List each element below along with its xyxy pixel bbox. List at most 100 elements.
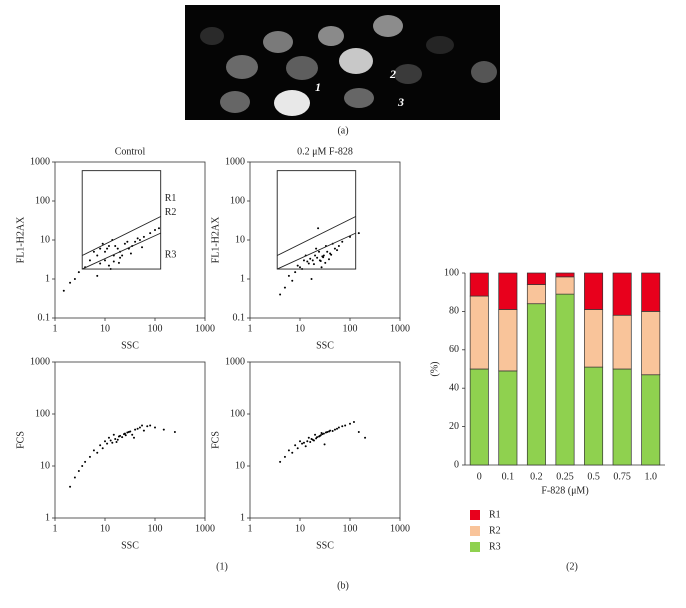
scatter-point (77, 470, 80, 473)
x-tick-label: 100 (148, 523, 163, 534)
scatter-point (115, 440, 118, 443)
x-tick-label: 0.1 (502, 471, 515, 482)
scatter-point (149, 424, 152, 427)
scatter-point (96, 451, 99, 454)
scatter-point (104, 250, 106, 253)
y-tick-label: 80 (449, 306, 459, 317)
scatter-point (344, 424, 347, 427)
scatter-point (73, 278, 76, 280)
y-tick-label: 0.1 (233, 312, 246, 323)
scatter-point (323, 443, 326, 446)
bar-segment (498, 309, 518, 372)
panel-label: (2) (566, 561, 578, 572)
scatter-point (337, 426, 340, 429)
bar-segment (498, 272, 518, 310)
scatter-point (341, 425, 344, 428)
scatter-point (312, 439, 315, 442)
scatter-point (99, 444, 102, 447)
scatter-point (73, 476, 76, 479)
scatter-point (121, 254, 124, 257)
bar-segment (612, 314, 632, 370)
gate-line (277, 232, 356, 270)
plot-frame (54, 361, 206, 519)
cell-label: 1 (315, 80, 321, 94)
scatter-point (296, 264, 299, 267)
scatter-point (333, 428, 336, 431)
scatter-point (322, 256, 325, 259)
gate-line (82, 216, 161, 256)
scatter-point (352, 421, 355, 424)
scatter-point (337, 245, 340, 248)
cell-label: 3 (397, 95, 404, 109)
bar-segment (469, 272, 489, 297)
scatter-point (116, 438, 119, 441)
scatter-point (301, 442, 304, 445)
scatter-point (333, 247, 336, 250)
x-axis-label: SSC (121, 540, 139, 551)
scatter-point (283, 286, 286, 289)
scatter-point (69, 485, 72, 488)
scatter-point (124, 434, 127, 437)
x-tick-label: 1000 (195, 323, 215, 334)
chart-title: Control (115, 146, 146, 157)
scatter-point (279, 293, 282, 296)
y-tick-label: 1 (45, 273, 50, 284)
x-tick-label: 10 (100, 523, 110, 534)
scatter-point (331, 430, 334, 433)
plot-frame (249, 161, 401, 319)
scatter-point (134, 428, 137, 431)
plot-frame (249, 361, 401, 519)
scatter-point (129, 430, 132, 433)
y-tick-label: 10 (235, 234, 245, 245)
y-tick-label: 10 (40, 460, 50, 471)
scatter-point (116, 247, 119, 250)
scatter-point (291, 451, 294, 454)
bar-segment (469, 295, 489, 370)
y-tick-label: 100 (230, 408, 245, 419)
x-tick-label: 0.25 (556, 471, 574, 482)
x-tick-label: 0 (477, 471, 482, 482)
scatter-point (123, 433, 126, 436)
scatter-point (126, 240, 129, 243)
x-tick-label: 1.0 (644, 471, 657, 482)
scatter-point (316, 256, 319, 259)
scatter-point (294, 271, 297, 274)
scatter-point (357, 232, 360, 235)
scatter-point (287, 274, 290, 277)
scatter-point (104, 259, 106, 262)
x-axis-label: F-828 (μM) (541, 485, 588, 496)
scatter-point (173, 431, 176, 434)
scatter-point (112, 260, 115, 263)
scatter-point (106, 442, 109, 445)
y-tick-label: 1000 (225, 156, 245, 167)
scatter-point (302, 441, 305, 444)
gate-label: R1 (165, 193, 177, 204)
scatter-point (315, 247, 318, 250)
scatter-point (138, 239, 141, 241)
y-tick-label: 100 (35, 408, 50, 419)
y-tick-label: 100 (35, 195, 50, 206)
scatter-point (146, 425, 149, 428)
scatter-point (121, 436, 124, 439)
x-tick-label: 1 (53, 323, 58, 334)
x-axis-label: SSC (316, 340, 334, 351)
x-axis-label: SSC (121, 340, 139, 351)
scatter-point (287, 449, 290, 452)
y-tick-label: 0.1 (38, 312, 51, 323)
gate-line (82, 232, 161, 270)
scatter-point (326, 250, 329, 253)
scatter-point (309, 440, 312, 443)
scatter-point (307, 262, 310, 265)
bar-segment (641, 374, 661, 466)
scatter-point (318, 435, 321, 438)
scatter-point (96, 254, 99, 257)
y-axis-label: FCS (210, 431, 221, 449)
bar-segment (526, 303, 546, 466)
plot-frame (54, 161, 206, 319)
scatter-point (364, 436, 367, 439)
x-tick-label: 0.75 (613, 471, 631, 482)
y-tick-label: 1000 (30, 156, 50, 167)
scatter-point (154, 426, 156, 429)
scatter-point (119, 256, 122, 259)
y-axis-label: FL1-H2AX (210, 216, 221, 263)
